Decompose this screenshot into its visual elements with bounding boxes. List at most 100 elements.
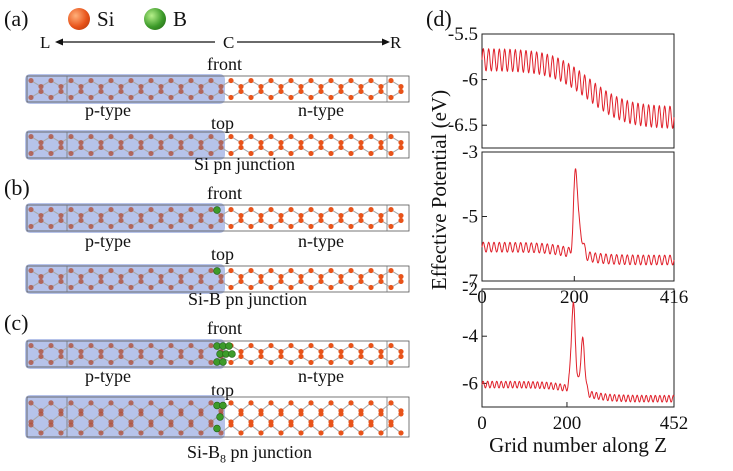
si-atom: [98, 278, 104, 285]
si-atom: [388, 133, 394, 140]
si-atom: [398, 212, 404, 219]
si-atom: [68, 400, 74, 406]
si-atom: [78, 212, 84, 219]
si-atom: [308, 77, 314, 84]
si-atom: [308, 94, 314, 101]
x-tick-label: 452: [660, 413, 689, 434]
si-atom: [368, 422, 374, 428]
si-atom: [28, 284, 34, 291]
si-atom: [348, 422, 354, 428]
si-atom: [228, 400, 234, 406]
si-atom: [38, 83, 44, 90]
si-atom: [178, 273, 184, 280]
si-atom: [278, 273, 284, 280]
si-atom: [328, 223, 334, 230]
si-atom: [298, 212, 304, 219]
si-atom: [198, 348, 204, 355]
si-atom: [108, 267, 114, 274]
si-atom: [278, 212, 284, 219]
view-label-front-c: front: [207, 318, 242, 338]
si-atom: [198, 139, 204, 146]
si-atom: [138, 217, 144, 224]
si-atom: [68, 267, 74, 274]
si-atom: [148, 359, 154, 366]
si-atom: [98, 144, 104, 151]
si-atom: [328, 206, 334, 213]
si-atom: [328, 77, 334, 84]
si-atom: [198, 217, 204, 224]
si-atom: [238, 348, 244, 355]
panel-label-d: (d): [426, 6, 452, 31]
si-atom: [338, 139, 344, 146]
si-atom: [338, 273, 344, 280]
si-atom: [148, 223, 154, 230]
n-type-label-c: n-type: [298, 366, 344, 386]
si-atom: [398, 144, 404, 151]
si-atom: [218, 212, 224, 219]
si-atom: [128, 223, 134, 230]
si-atom: [308, 267, 314, 274]
si-atom: [158, 278, 164, 285]
si-atom: [38, 212, 44, 219]
si-atom: [278, 348, 284, 355]
si-atom: [388, 267, 394, 274]
caption-a: Si pn junction: [194, 154, 296, 174]
si-atom: [328, 267, 334, 274]
si-atom: [188, 133, 194, 140]
si-atom: [168, 94, 174, 101]
si-atom: [128, 150, 134, 157]
si-atom: [148, 206, 154, 213]
si-atom: [58, 139, 64, 146]
si-atom: [128, 342, 134, 349]
si-atom: [158, 353, 164, 360]
si-atom: [48, 77, 54, 84]
si-atom: [248, 400, 254, 406]
y-tick-label: -6: [462, 373, 478, 394]
si-atom: [298, 144, 304, 151]
si-atom: [258, 144, 264, 151]
si-atom: [398, 348, 404, 355]
si-atom: [78, 83, 84, 90]
si-atom: [288, 223, 294, 230]
si-atom: [398, 353, 404, 360]
si-atom: [218, 88, 224, 95]
si-atom: [78, 278, 84, 285]
panel-label-c: (c): [4, 310, 29, 335]
panel-label-a: (a): [4, 6, 29, 31]
si-atom: [28, 267, 34, 274]
si-atom: [188, 400, 194, 406]
si-atom: [28, 206, 34, 213]
b-atom: [213, 267, 221, 275]
si-atom: [268, 77, 274, 84]
si-atom: [58, 273, 64, 280]
si-atom: [28, 342, 34, 349]
si-atom: [118, 217, 124, 224]
si-atom: [208, 400, 214, 406]
si-atom: [288, 359, 294, 366]
si-atom: [108, 150, 114, 157]
si-atom: [108, 422, 114, 428]
si-atom: [78, 144, 84, 151]
si-atom: [358, 273, 364, 280]
si-atom: [328, 400, 334, 406]
si-atom: [208, 150, 214, 157]
si-atom: [368, 150, 374, 157]
si-atom: [278, 139, 284, 146]
si-atom: [298, 278, 304, 285]
si-atom: [118, 430, 124, 436]
si-atom: [268, 359, 274, 366]
p-type-region: [25, 203, 225, 233]
si-atom: [208, 206, 214, 213]
si-atom: [108, 206, 114, 213]
si-atom: [158, 273, 164, 280]
si-atom: [278, 217, 284, 224]
si-atom: [388, 342, 394, 349]
si-atom: [178, 83, 184, 90]
si-atom: [168, 284, 174, 291]
b-atom: [228, 350, 236, 358]
si-atom: [338, 83, 344, 90]
si-atom: [338, 278, 344, 285]
y-axis-label: Effective Potential (eV): [427, 90, 451, 290]
si-atom: [248, 342, 254, 349]
si-atom: [88, 77, 94, 84]
